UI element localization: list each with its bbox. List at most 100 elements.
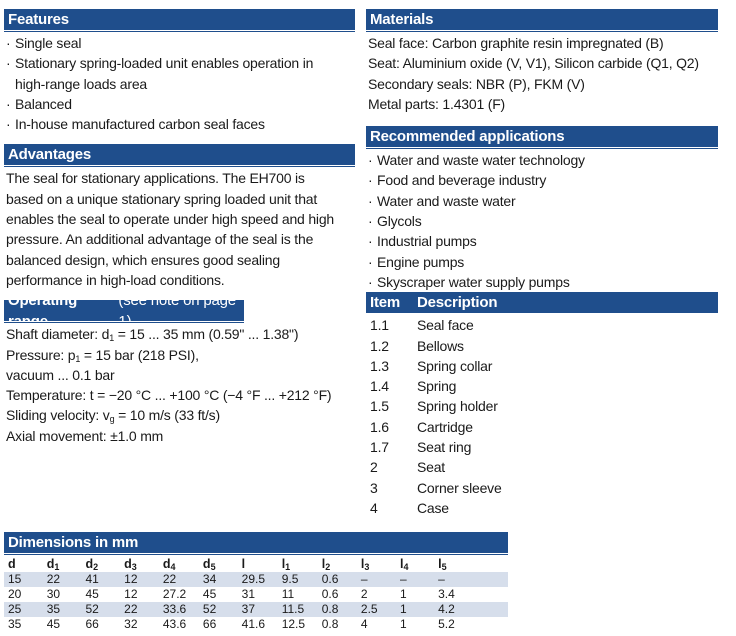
dimensions-col-header: l2 xyxy=(321,556,331,572)
features-item-text: Balanced xyxy=(15,95,72,112)
dimensions-cell: 41.6 xyxy=(241,617,265,631)
dimensions-cell: 12 xyxy=(120,572,159,587)
dimensions-cell: 0.6 xyxy=(321,587,339,601)
left-column: Features · Single seal · Stationary spring… xyxy=(4,9,355,456)
applications-item-text: Engine pumps xyxy=(377,253,465,270)
parts-row: 1.7 Seat ring xyxy=(366,437,718,457)
dimensions-cell: 1 xyxy=(400,617,407,631)
bullet-icon: · xyxy=(368,233,373,250)
dimensions-cell: 22 xyxy=(42,572,82,587)
dimensions-col-header: d xyxy=(8,556,16,571)
pressure-value: = 15 bar (218 PSI), xyxy=(80,346,199,363)
materials-line: Secondary seals: NBR (P), FKM (V) xyxy=(368,75,585,92)
materials-line: Seat: Aluminium oxide (V, V1), Silicon c… xyxy=(368,55,699,72)
velocity-value: = 10 m/s (33 ft/s) xyxy=(114,407,220,424)
dimensions-col-header: d5 xyxy=(202,556,216,572)
dimensions-cell: 1 xyxy=(396,602,435,617)
parts-table: Item Description 1.1 Seal face 1.2 Bellows… xyxy=(366,292,718,518)
dimensions-cell: 11.5 xyxy=(277,602,318,617)
dimensions-cell: 9.5 xyxy=(277,572,318,587)
features-title: Features xyxy=(8,11,69,28)
applications-title: Recommended applications xyxy=(370,128,565,146)
dimensions-cell: 0.6 xyxy=(317,572,357,587)
dimensions-cell: 35 xyxy=(42,602,82,617)
applications-item: · Skyscraper water supply pumps xyxy=(368,272,718,292)
bullet-icon: · xyxy=(6,95,11,112)
advantages-title: Advantages xyxy=(8,146,92,164)
operating-range-body: Shaft diameter: d1 = 15 ... 35 mm (0.59"… xyxy=(4,321,355,456)
applications-list: · Water and waste water technology · Food … xyxy=(366,147,718,292)
dimensions-cell: 20 xyxy=(8,587,22,601)
parts-row: 3 Corner sleeve xyxy=(366,478,718,498)
right-column: Materials Seal face: Carbon graphite res… xyxy=(366,9,718,518)
bullet-icon: · xyxy=(368,213,373,230)
bullet-icon: · xyxy=(6,116,11,133)
parts-item: 1.3 xyxy=(370,357,389,374)
applications-item-text: Water and waste water xyxy=(377,192,516,209)
dimensions-cell: 33.6 xyxy=(158,602,199,617)
shaft-sub: 1 xyxy=(109,333,115,344)
axial-line: Axial movement: ±1.0 mm xyxy=(6,427,164,444)
pressure-sub: 1 xyxy=(75,353,81,364)
operating-range-header: Operating range (see note on page 1) xyxy=(4,292,244,330)
shaft-label: Shaft diameter: d xyxy=(6,326,110,343)
dimensions-section: Dimensions in mm d d1 d2 d3 d4 d5 l l1 l2 l3 l4 l5 … xyxy=(4,532,508,632)
applications-header: Recommended applications xyxy=(366,126,718,150)
dimensions-row: 25 35 52 22 33.6 52 37 11.5 0.8 2.5 1 4.2 xyxy=(4,602,508,617)
dimensions-col-header: d2 xyxy=(85,556,99,572)
features-item: · Stationary spring-loaded unit enables o… xyxy=(6,53,355,94)
parts-desc: Spring holder xyxy=(417,398,498,415)
parts-desc: Bellows xyxy=(417,337,464,354)
dimensions-cell: 31 xyxy=(241,587,255,601)
dimensions-cell: 3.4 xyxy=(438,587,455,601)
dimensions-col-header: l xyxy=(241,556,246,571)
parts-desc: Seal face xyxy=(417,317,474,334)
dimensions-cell: 37 xyxy=(237,602,278,617)
applications-item-text: Skyscraper water supply pumps xyxy=(377,273,570,290)
applications-item-text: Food and beverage industry xyxy=(377,172,547,189)
parts-desc: Spring xyxy=(417,378,457,395)
parts-desc: Seat ring xyxy=(417,439,472,456)
materials-body: Seal face: Carbon graphite resin impregn… xyxy=(366,30,718,126)
dimensions-cell: 0.8 xyxy=(317,602,357,617)
bullet-icon: · xyxy=(6,35,11,51)
dimensions-cell: – xyxy=(434,572,508,587)
dimensions-cell: 1 xyxy=(400,587,407,601)
dimensions-row: 20 30 45 12 27.2 45 31 11 0.6 2 1 3.4 xyxy=(4,587,508,602)
parts-row: 2 Seat xyxy=(366,457,718,477)
features-item: · Balanced xyxy=(6,94,355,114)
advantages-text: The seal for stationary applications. Th… xyxy=(6,170,334,288)
parts-desc: Seat xyxy=(417,459,445,476)
dimensions-col-header: l1 xyxy=(281,556,291,572)
applications-item-text: Industrial pumps xyxy=(377,233,477,250)
applications-item: · Industrial pumps xyxy=(368,231,718,251)
dimensions-cell: 4.2 xyxy=(434,602,508,617)
dimensions-body: 15 22 41 12 22 34 29.5 9.5 0.6– – –20 30 45 12 27.2 45 3… xyxy=(4,572,508,632)
applications-item-text: Water and waste water technology xyxy=(377,152,585,169)
operating-range-title: Operating range xyxy=(8,291,78,330)
dimensions-cell: 52 xyxy=(81,602,121,617)
parts-col-item: Item xyxy=(370,294,401,312)
pressure-label: Pressure: p xyxy=(6,346,76,363)
parts-desc: Corner sleeve xyxy=(417,479,502,496)
shaft-value: = 15 ... 35 mm (0.59" ... 1.38") xyxy=(114,326,299,343)
features-item: · In-house manufactured carbon seal faces xyxy=(6,114,355,134)
parts-col-description: Description xyxy=(417,294,498,312)
features-item-text: In-house manufactured carbon seal faces xyxy=(15,116,265,133)
velocity-line: Sliding velocity: vg = 10 m/s (33 ft/s) xyxy=(6,405,355,425)
dimensions-cell: 0.8 xyxy=(321,617,339,631)
dimensions-cell: 45 xyxy=(202,587,217,601)
parts-item: 1.7 xyxy=(370,439,389,456)
dimensions-col-header: l3 xyxy=(360,556,370,572)
applications-item-text: Glycols xyxy=(377,213,422,230)
parts-desc: Spring collar xyxy=(417,357,493,374)
parts-row: 1.4 Spring xyxy=(366,376,718,396)
parts-row: 1.5 Spring holder xyxy=(366,396,718,416)
dimensions-table: d d1 d2 d3 d4 d5 l l1 l2 l3 l4 l5 15 22 41 12 22 34 29.5 9… xyxy=(4,555,508,632)
parts-table-header: Item Description xyxy=(366,292,718,314)
dimensions-cell: 32 xyxy=(124,617,138,631)
bullet-icon: · xyxy=(6,55,11,72)
dimensions-cell: 27.2 xyxy=(162,587,187,601)
materials-line: Metal parts: 1.4301 (F) xyxy=(368,95,506,112)
